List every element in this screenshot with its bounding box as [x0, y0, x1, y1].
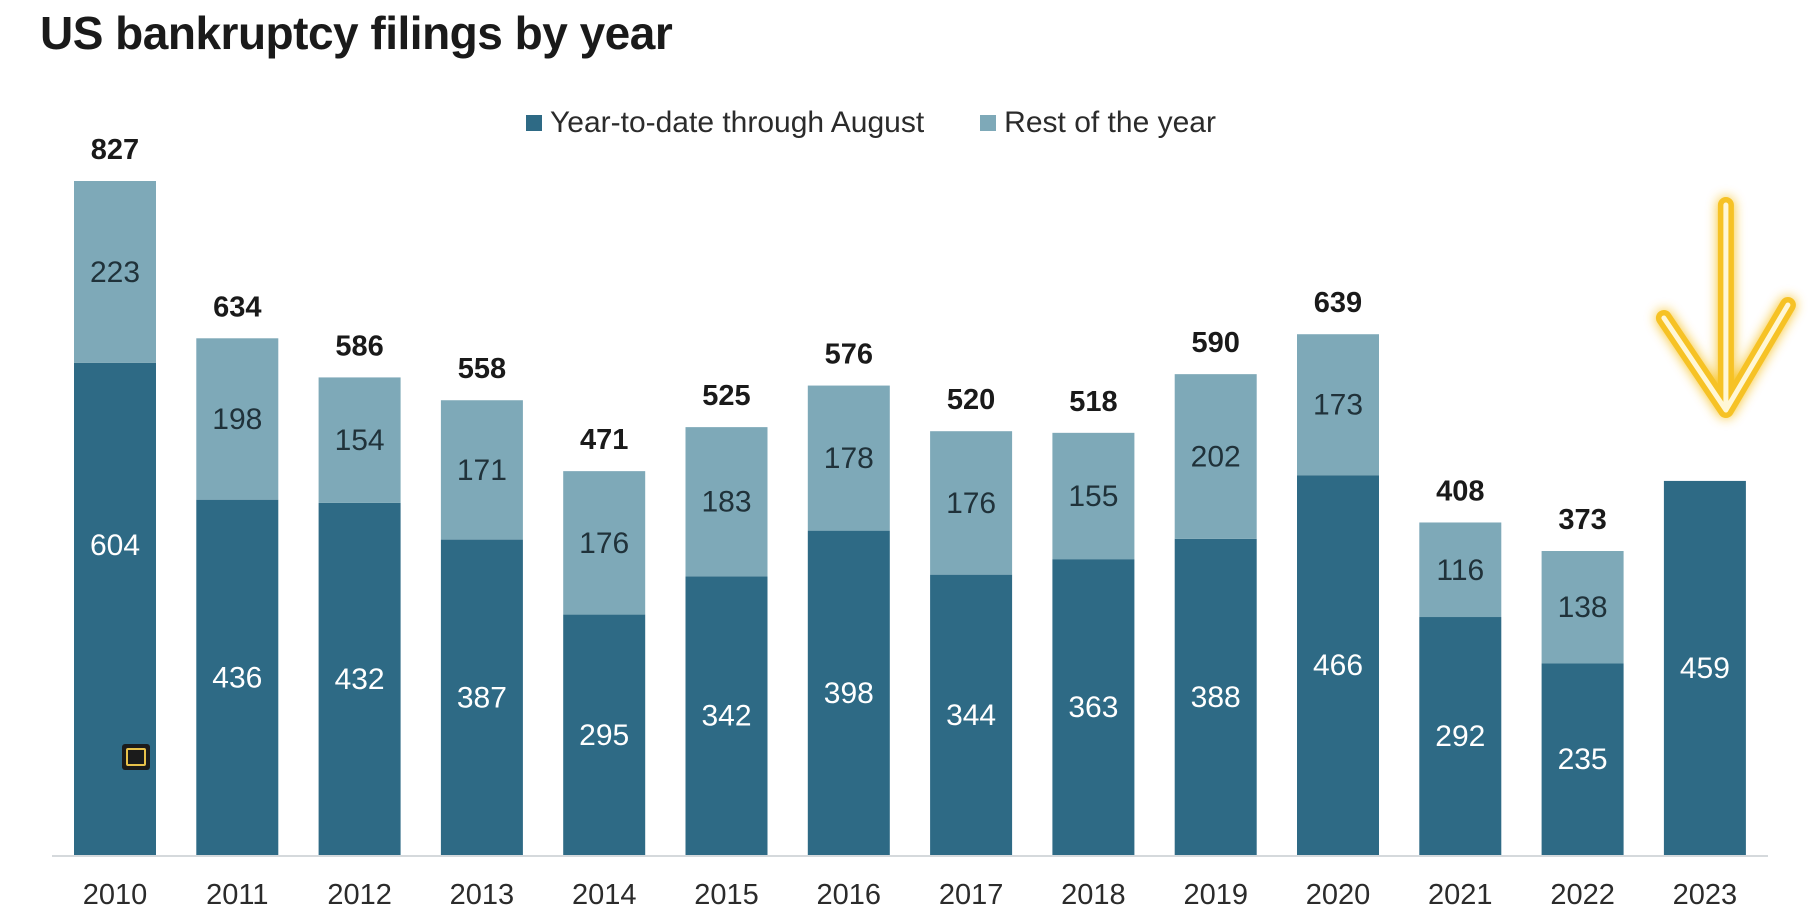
total-label-2014: 471	[580, 424, 628, 456]
data-label-ytd-2020: 466	[1313, 649, 1363, 682]
total-label-2015: 525	[702, 380, 750, 412]
bar-ytd-2023	[1663, 480, 1746, 855]
down-arrow-icon	[1655, 197, 1796, 418]
data-label-ytd-2015: 342	[701, 700, 751, 733]
legend-swatch-ytd	[526, 115, 542, 131]
data-label-rest-2022: 138	[1558, 591, 1608, 624]
bar-ytd-2019	[1174, 538, 1257, 855]
bar-rest-2015	[685, 427, 768, 577]
bar-rest-2017	[930, 431, 1013, 575]
data-label-rest-2018: 155	[1068, 480, 1118, 513]
x-tick-2011: 2011	[206, 879, 268, 911]
total-label-2010: 827	[91, 134, 139, 166]
total-label-2022: 373	[1558, 504, 1606, 536]
bar-rest-2014	[563, 471, 646, 615]
data-label-ytd-2022: 235	[1558, 743, 1608, 776]
data-label-ytd-2017: 344	[946, 699, 996, 732]
bar-ytd-2014	[563, 614, 646, 855]
bar-rest-2012	[318, 377, 401, 503]
total-label-2021: 408	[1436, 475, 1484, 507]
total-label-2016: 576	[825, 339, 873, 371]
data-label-ytd-2018: 363	[1068, 691, 1118, 724]
bar-rest-2019	[1174, 374, 1257, 539]
bar-ytd-2011	[196, 499, 279, 855]
data-label-rest-2017: 176	[946, 487, 996, 520]
data-label-ytd-2013: 387	[457, 681, 507, 714]
legend-label-rest: Rest of the year	[1004, 106, 1216, 139]
data-label-ytd-2021: 292	[1435, 720, 1485, 753]
data-label-rest-2021: 116	[1436, 554, 1484, 587]
bar-rest-2018	[1052, 432, 1135, 560]
total-label-2012: 586	[335, 330, 383, 362]
total-label-2018: 518	[1069, 386, 1117, 418]
bar-ytd-2010	[74, 362, 156, 855]
data-label-ytd-2011: 436	[212, 661, 262, 694]
x-tick-2020: 2020	[1306, 879, 1371, 911]
bar-rest-2021	[1419, 522, 1502, 618]
legend-item-ytd: Year-to-date through August	[526, 106, 924, 140]
bar-rest-2022	[1541, 551, 1624, 664]
total-label-2013: 558	[458, 353, 506, 385]
legend-label-ytd: Year-to-date through August	[550, 106, 925, 139]
bar-ytd-2012	[318, 502, 401, 855]
data-label-rest-2020: 173	[1313, 389, 1363, 422]
x-tick-2017: 2017	[939, 879, 1004, 911]
legend-item-rest: Rest of the year	[980, 106, 1216, 140]
bar-ytd-2022	[1541, 663, 1624, 855]
data-label-rest-2016: 178	[824, 442, 874, 475]
total-label-2019: 590	[1192, 327, 1240, 359]
x-tick-2015: 2015	[694, 879, 759, 911]
data-label-rest-2013: 171	[457, 454, 507, 487]
bar-ytd-2021	[1419, 617, 1502, 855]
video-overlay-icon[interactable]	[122, 744, 150, 770]
data-label-ytd-2012: 432	[335, 663, 385, 696]
legend-swatch-rest	[980, 115, 997, 131]
data-label-ytd-2014: 295	[579, 719, 629, 752]
x-tick-2012: 2012	[327, 879, 392, 911]
bar-ytd-2017	[930, 574, 1013, 855]
x-tick-2018: 2018	[1061, 879, 1126, 911]
bar-ytd-2018	[1052, 559, 1135, 855]
data-label-rest-2012: 154	[335, 424, 385, 457]
bar-ytd-2013	[440, 539, 523, 855]
data-label-ytd-2016: 398	[824, 677, 874, 710]
x-tick-2010: 2010	[83, 879, 148, 911]
data-label-ytd-2023: 459	[1680, 652, 1730, 685]
bar-rest-2020	[1297, 334, 1379, 476]
chart-title: US bankruptcy filings by year	[40, 7, 673, 59]
bar-rest-2016	[807, 385, 890, 531]
bar-ytd-2015	[685, 576, 768, 855]
data-label-rest-2014: 176	[579, 527, 629, 560]
data-label-rest-2015: 183	[701, 486, 751, 519]
data-label-ytd-2019: 388	[1191, 681, 1241, 714]
bar-rest-2011	[196, 338, 279, 500]
x-tick-2019: 2019	[1183, 879, 1248, 911]
bar-ytd-2016	[807, 530, 890, 855]
bar-rest-2010	[74, 181, 156, 363]
data-label-rest-2019: 202	[1191, 440, 1241, 473]
x-tick-2021: 2021	[1428, 879, 1493, 911]
data-label-rest-2010: 223	[90, 256, 140, 289]
data-label-ytd-2010: 604	[90, 529, 140, 562]
total-label-2017: 520	[947, 384, 995, 416]
total-label-2020: 639	[1314, 287, 1362, 319]
data-label-rest-2011: 198	[212, 403, 262, 436]
x-tick-2016: 2016	[817, 879, 882, 911]
x-tick-2013: 2013	[450, 879, 515, 911]
total-label-2011: 634	[213, 291, 261, 323]
bar-rest-2013	[440, 400, 523, 540]
x-tick-2014: 2014	[572, 879, 637, 911]
x-tick-2022: 2022	[1550, 879, 1615, 911]
x-tick-2023: 2023	[1673, 879, 1738, 911]
legend: Year-to-date through August Rest of the …	[526, 106, 1272, 140]
bar-ytd-2020	[1297, 475, 1379, 855]
